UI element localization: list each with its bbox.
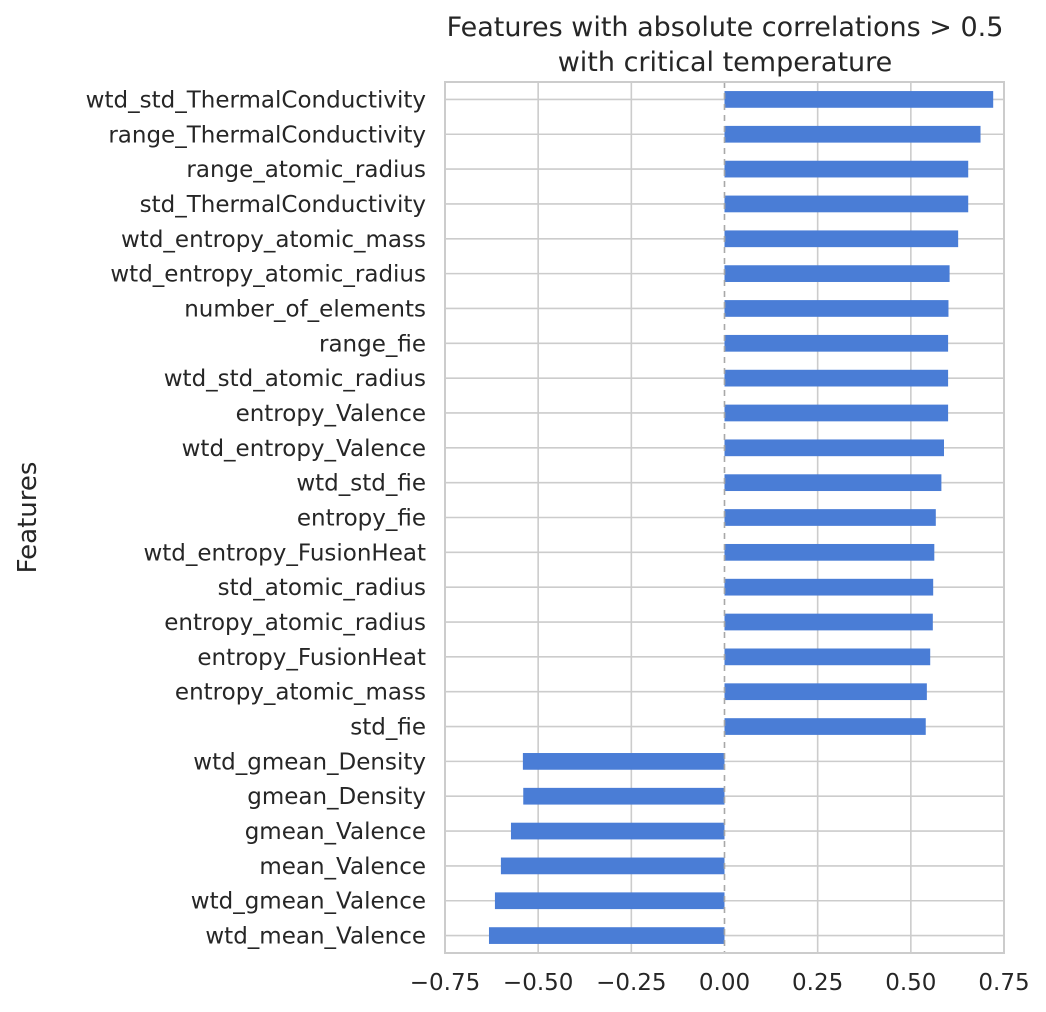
bar (494, 892, 725, 910)
bar (724, 718, 926, 735)
x-tick-label: 0.75 (978, 970, 1029, 996)
y-tick-label: std_ThermalConductivity (140, 192, 426, 218)
chart-title-line-1: Features with absolute correlations > 0.… (447, 12, 1004, 43)
x-tick-label: −0.50 (503, 970, 573, 996)
bar (500, 857, 725, 875)
bar (724, 509, 936, 526)
y-axis-label: Features (13, 462, 43, 574)
plot-frame (444, 81, 1005, 954)
y-tick-label: entropy_Valence (236, 401, 426, 427)
chart-title-line-2: with critical temperature (558, 47, 893, 78)
y-tick-label: std_fie (350, 715, 426, 741)
y-tick-label: wtd_std_atomic_radius (164, 366, 426, 392)
y-tick-label: wtd_entropy_atomic_radius (110, 262, 426, 288)
y-tick-label: wtd_std_fie (296, 471, 426, 497)
y-tick-label: entropy_atomic_radius (164, 610, 426, 636)
y-tick-label: gmean_Valence (245, 819, 426, 845)
y-tick-labels: wtd_std_ThermalConductivity range_Thermal… (86, 87, 426, 949)
y-tick-label: std_atomic_radius (218, 575, 426, 601)
x-tick-label: 0.00 (699, 970, 750, 996)
bar (523, 787, 725, 805)
y-tick-label: range_atomic_radius (186, 157, 426, 183)
bar (510, 822, 725, 840)
bar (724, 265, 950, 282)
y-tick-label: entropy_atomic_mass (175, 680, 426, 706)
x-tick-label: 0.50 (885, 970, 936, 996)
y-tick-label: mean_Valence (259, 854, 426, 880)
y-tick-label: wtd_std_ThermalConductivity (86, 87, 426, 113)
bar (724, 543, 935, 561)
bar (724, 91, 994, 108)
y-tick-label: entropy_fie (297, 506, 426, 532)
x-tick-labels: −0.75 −0.50 −0.25 0.00 0.25 0.50 0.75 (410, 970, 1030, 996)
x-tick-label: −0.25 (596, 970, 666, 996)
y-tick-label: wtd_entropy_FusionHeat (143, 540, 426, 566)
bar (488, 927, 725, 944)
y-tick-label: range_fie (319, 331, 426, 357)
y-tick-label: wtd_entropy_atomic_mass (121, 227, 426, 253)
bar (724, 439, 945, 457)
bar (724, 334, 949, 352)
y-tick-label: wtd_entropy_Valence (182, 436, 426, 462)
bar (724, 648, 931, 666)
y-tick-label: number_of_elements (184, 296, 426, 322)
bar (724, 404, 949, 422)
bar (724, 125, 981, 143)
y-tick-label: range_ThermalConductivity (108, 122, 426, 148)
bar (724, 300, 949, 317)
y-tick-label: entropy_FusionHeat (197, 645, 426, 671)
bar (724, 474, 942, 492)
y-tick-label: wtd_gmean_Density (193, 749, 426, 775)
bar (724, 230, 959, 248)
y-tick-label: gmean_Density (247, 784, 426, 810)
bar (724, 160, 969, 178)
bar (724, 613, 933, 631)
bar (724, 683, 927, 701)
x-tick-label: −0.75 (410, 970, 480, 996)
x-tick-label: 0.25 (792, 970, 843, 996)
y-tick-label: wtd_gmean_Valence (191, 889, 426, 915)
bar (724, 369, 949, 387)
bars (488, 91, 994, 944)
bar (724, 195, 969, 213)
bar (724, 578, 934, 596)
y-tick-label: wtd_mean_Valence (205, 924, 426, 950)
bar (522, 753, 725, 770)
